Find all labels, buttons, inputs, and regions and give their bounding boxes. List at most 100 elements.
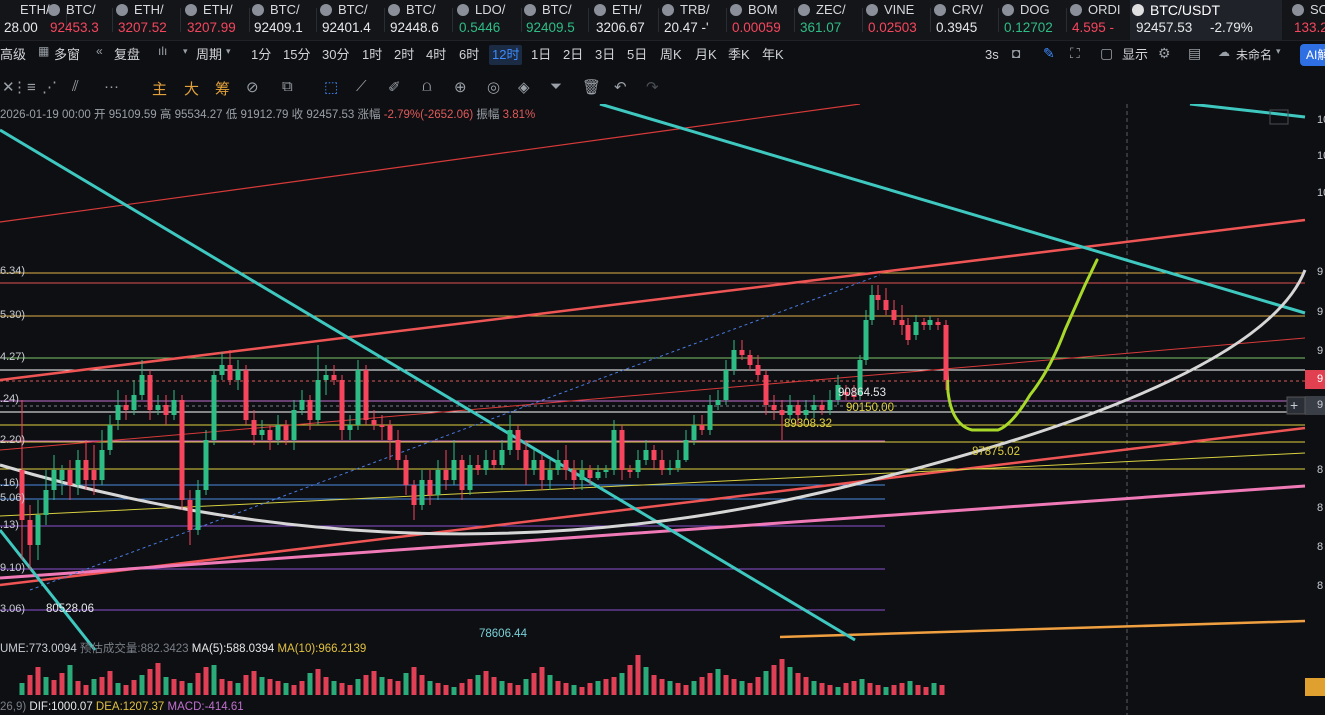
period-month[interactable]: 月K <box>695 47 717 62</box>
last-price-label: 9 <box>1317 373 1324 385</box>
volume-bar <box>155 663 161 695</box>
refresh-interval[interactable]: 3s <box>985 47 999 62</box>
volume-bar <box>275 681 281 695</box>
camera-icon[interactable]: ◘ <box>1012 45 1021 61</box>
display-button[interactable]: 显示 <box>1122 47 1149 62</box>
ticker-item-active[interactable]: BTC/USDT 92457.53 -2.79% <box>1130 0 1282 40</box>
hand-drawn-projection <box>944 258 1099 432</box>
brush-icon[interactable]: ✐ <box>388 79 401 96</box>
period-1h[interactable]: 1时 <box>362 47 383 62</box>
candle-body <box>115 405 121 420</box>
undo-icon[interactable]: ↶ <box>614 79 627 96</box>
more-icon[interactable]: ··· <box>104 78 119 95</box>
volume-bar <box>307 673 313 695</box>
period-12h[interactable]: 12时 <box>489 45 523 65</box>
ticker-item[interactable]: BTC/92409.1 <box>250 0 316 40</box>
trash-icon[interactable]: 🗑 <box>582 79 602 96</box>
price-chart[interactable]: + <box>0 104 1325 715</box>
chip-distribution-button[interactable]: 筹 <box>215 81 231 98</box>
eraser-icon[interactable]: ✕ <box>2 79 15 96</box>
ticker-item[interactable]: BOM 0.00059 <box>728 0 794 40</box>
period-15m[interactable]: 15分 <box>283 47 311 62</box>
candle-body <box>307 400 313 420</box>
volume-bar <box>291 685 297 695</box>
candle-body <box>339 380 345 430</box>
candle-type-icon[interactable]: ılı <box>158 44 168 58</box>
ticker-item[interactable]: SO 133.2 <box>1290 0 1325 40</box>
volume-bar <box>555 681 561 695</box>
period-1m[interactable]: 1分 <box>251 47 272 62</box>
fullscreen-icon[interactable]: ⛶ <box>1070 45 1080 61</box>
compare-icon[interactable]: ⧉ <box>282 78 293 95</box>
layout-icon[interactable]: ▤ <box>1188 45 1202 61</box>
advanced-button[interactable]: 高级 <box>0 47 27 62</box>
ticker-item[interactable]: VINE 0.02503 <box>864 0 930 40</box>
ticker-item[interactable]: LDO/0.5446 <box>455 0 521 40</box>
ticker-item[interactable]: CRV/0.3945 <box>932 0 998 40</box>
candle-body <box>291 410 297 440</box>
trend-line <box>0 484 1306 580</box>
ai-button[interactable]: AI解 <box>1300 44 1325 66</box>
period-3d[interactable]: 3日 <box>595 47 616 62</box>
ticker-item[interactable]: DOG 0.12702 <box>1000 0 1066 40</box>
chevron-down-icon: ▾ <box>1276 46 1281 56</box>
parallel-lines-icon[interactable]: ⋰ <box>42 79 57 96</box>
multi-window-button[interactable]: 多窗 <box>54 47 81 62</box>
period-week[interactable]: 周K <box>660 47 682 62</box>
ticker-item[interactable]: ORDI 4.595 - <box>1068 0 1134 40</box>
period-2h[interactable]: 2时 <box>394 47 415 62</box>
large-order-button[interactable]: 大 <box>184 81 200 98</box>
period-2d[interactable]: 2日 <box>563 47 584 62</box>
ticker-separator <box>316 8 317 32</box>
volume-bar <box>675 683 681 695</box>
layout-name-dropdown[interactable]: 未命名 <box>1236 48 1273 62</box>
ticker-item[interactable]: BTC/92448.6 <box>386 0 452 40</box>
replay-button[interactable]: 复盘 <box>114 47 141 62</box>
indicator-icon[interactable]: ⊘ <box>246 79 259 96</box>
period-year[interactable]: 年K <box>762 47 784 62</box>
period-5d[interactable]: 5日 <box>627 47 648 62</box>
fib-lines-icon[interactable]: ⫽ <box>72 78 79 95</box>
period-6h[interactable]: 6时 <box>459 47 480 62</box>
ticker-item[interactable]: ETH/3207.99 <box>183 0 249 40</box>
visibility-icon[interactable]: ◎ <box>487 79 501 96</box>
low-price-annotation: 80528.06 <box>46 603 94 615</box>
main-indicator-button[interactable]: 主 <box>152 81 168 98</box>
fib-level-label: 3.06) <box>0 603 26 615</box>
select-icon[interactable]: ⬚ <box>324 79 339 96</box>
ticker-item[interactable]: BTC/92453.3 <box>46 0 112 40</box>
ticker-item[interactable]: ETH/3207.52 <box>114 0 180 40</box>
candle-body <box>891 310 897 320</box>
candle-body <box>99 450 105 480</box>
candle-body <box>563 460 569 470</box>
ticker-item[interactable]: ETH/28.00 <box>0 0 66 40</box>
ticker-item[interactable]: BTC/92409.5 <box>522 0 588 40</box>
ticker-item[interactable]: ZEC/361.07 <box>796 0 862 40</box>
ticker-price: 0.00059 <box>732 20 781 35</box>
ticker-item[interactable]: ETH/3206.67 <box>592 0 658 40</box>
redo-icon[interactable]: ↷ <box>646 79 659 96</box>
filter-icon[interactable]: ⏷ <box>550 78 563 95</box>
gear-icon[interactable]: ⚙ <box>1158 45 1171 61</box>
volume-bar <box>899 683 905 695</box>
magnet-icon[interactable]: ⩍ <box>422 78 432 95</box>
ticker-item[interactable]: TRB/20.47 -' <box>660 0 726 40</box>
candle-body <box>659 460 665 470</box>
multi-line-icon[interactable]: ⋮≡ <box>12 79 36 96</box>
period-1d[interactable]: 1日 <box>531 47 552 62</box>
period-30m[interactable]: 30分 <box>322 47 350 62</box>
ticker-item[interactable]: BTC/92401.4 <box>318 0 384 40</box>
pencil-icon[interactable]: ✎ <box>1043 45 1055 61</box>
volume-axis-tag <box>1305 678 1325 696</box>
ruler-icon[interactable]: ⟋ <box>356 78 367 95</box>
volume-bar <box>827 685 833 695</box>
period-dropdown[interactable]: 周期 <box>196 47 223 62</box>
period-4h[interactable]: 4时 <box>426 47 447 62</box>
period-quarter[interactable]: 季K <box>728 47 750 62</box>
volume-ma10: MA(10):966.2139 <box>277 643 367 655</box>
candle-body <box>131 395 137 410</box>
layers-icon[interactable]: ◈ <box>518 79 530 96</box>
candle-body <box>171 400 177 415</box>
expand-icon[interactable]: ▢ <box>1100 45 1114 61</box>
lock-icon[interactable]: ⊕ <box>454 79 467 96</box>
